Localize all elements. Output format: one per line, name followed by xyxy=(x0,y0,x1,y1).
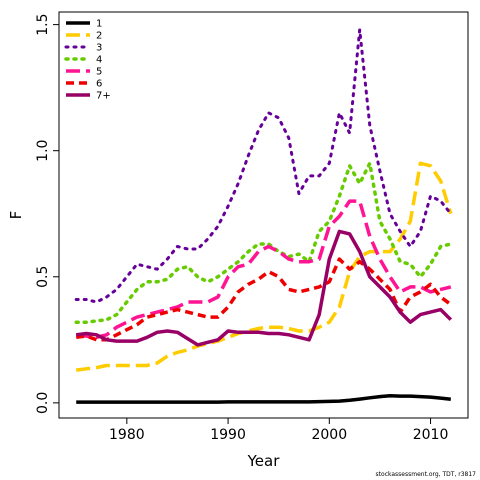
y-tick-label: 1.0 xyxy=(35,140,51,162)
legend-label: 5 xyxy=(96,67,102,78)
series-line-5 xyxy=(75,199,452,340)
legend-label: 1 xyxy=(96,19,102,30)
x-axis-title: Year xyxy=(247,452,281,470)
plot-frame xyxy=(58,11,469,419)
series-line-1 xyxy=(76,394,452,404)
y-tick-label: 0.5 xyxy=(35,266,51,288)
y-tick-label: 1.5 xyxy=(35,13,51,35)
x-tick-label: 2010 xyxy=(413,427,449,443)
series-line-4 xyxy=(74,161,453,324)
y-tick-label: 0.0 xyxy=(35,392,51,414)
legend-label: 3 xyxy=(96,43,102,54)
series-line-3 xyxy=(74,28,453,304)
series-line-7plus xyxy=(75,229,453,347)
legend-label: 7+ xyxy=(96,91,111,102)
x-tick-label: 1980 xyxy=(109,427,145,443)
series-line-2 xyxy=(75,161,453,372)
y-axis: 0.0 0.5 1.0 1.5 xyxy=(35,13,59,414)
legend-label: 2 xyxy=(96,31,102,42)
series-lines xyxy=(74,28,453,404)
series-line-6 xyxy=(75,257,452,342)
x-tick-label: 2000 xyxy=(311,427,347,443)
credit-text: stockassessment.org, TDT, r3817 xyxy=(376,471,477,478)
legend-label: 4 xyxy=(96,55,102,66)
x-tick-label: 1990 xyxy=(210,427,246,443)
legend-label: 6 xyxy=(96,79,102,90)
y-axis-title: F xyxy=(7,211,25,220)
x-axis: 1980 1990 2000 2010 xyxy=(109,418,448,443)
